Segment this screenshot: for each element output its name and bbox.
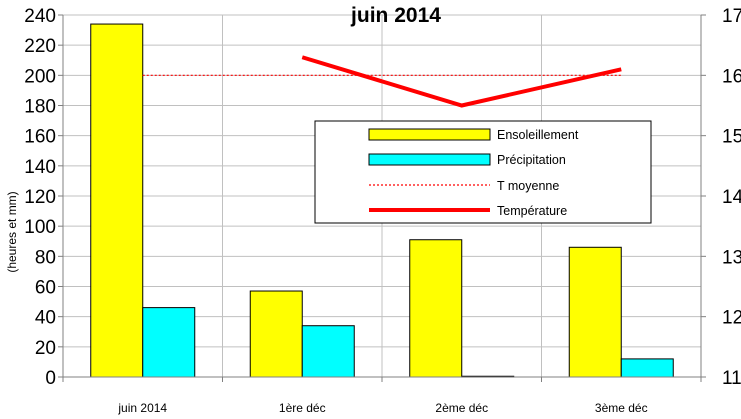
y-tick-label-left: 240 xyxy=(24,6,56,27)
bar-pr-cipitation xyxy=(301,325,355,378)
line-temperature xyxy=(301,55,622,108)
y-tick-label-left: 0 xyxy=(45,368,56,389)
y-tick-label-left: 220 xyxy=(24,36,56,57)
x-tick-label: 3ème déc xyxy=(595,401,648,415)
legend-label: Précipitation xyxy=(497,153,566,167)
tick-labels: 0 20 40 60 80 100 120 140 160 180 200 220 240 11 12 13 1… xyxy=(24,6,741,415)
x-tick-label: 2ème déc xyxy=(435,401,488,415)
y-tick-label-left: 200 xyxy=(24,66,56,87)
chart-title: juin 2014 xyxy=(350,4,441,27)
y-tick-label-left: 120 xyxy=(24,187,56,208)
y-tick-label-right: 11 xyxy=(722,368,741,389)
y-tick-label-left: 40 xyxy=(35,308,56,329)
x-tick-label: juin 2014 xyxy=(117,401,167,415)
y-tick-label-left: 180 xyxy=(24,97,56,118)
y-tick-label-left: 160 xyxy=(24,127,56,148)
y-tick-label-left: 20 xyxy=(35,338,56,359)
legend-label: Température xyxy=(497,204,567,218)
legend-swatch xyxy=(368,128,491,141)
legend-label: Ensoleillement xyxy=(497,128,579,142)
lines xyxy=(142,55,622,108)
y-tick-label-right: 12 xyxy=(722,308,741,329)
y-tick-label-right: 14 xyxy=(722,187,741,208)
bar-pr-cipitation xyxy=(142,307,196,378)
y-tick-label-left: 100 xyxy=(24,217,56,238)
y-tick-label-right: 17 xyxy=(722,6,741,27)
axes xyxy=(58,14,706,382)
bars xyxy=(90,23,674,378)
y-tick-label-left: 60 xyxy=(35,278,56,299)
y-tick-label-left: 140 xyxy=(24,157,56,178)
bar-ensoleillement xyxy=(90,23,144,378)
y-axis-label: (heures et mm) xyxy=(5,191,19,272)
bar-pr-cipitation xyxy=(620,358,674,378)
x-tick-label: 1ère déc xyxy=(279,401,326,415)
legend: Ensoleillement Précipitation T moyenne Temp… xyxy=(314,120,652,224)
y-tick-label-right: 15 xyxy=(722,127,741,148)
bar-ensoleillement xyxy=(249,290,303,378)
y-tick-label-right: 13 xyxy=(722,247,741,268)
y-tick-label-right: 16 xyxy=(722,66,741,87)
bar-ensoleillement xyxy=(568,246,622,378)
legend-swatch xyxy=(368,153,491,166)
bar-ensoleillement xyxy=(409,239,463,378)
y-tick-label-left: 80 xyxy=(35,247,56,268)
legend-label: T moyenne xyxy=(497,179,559,193)
